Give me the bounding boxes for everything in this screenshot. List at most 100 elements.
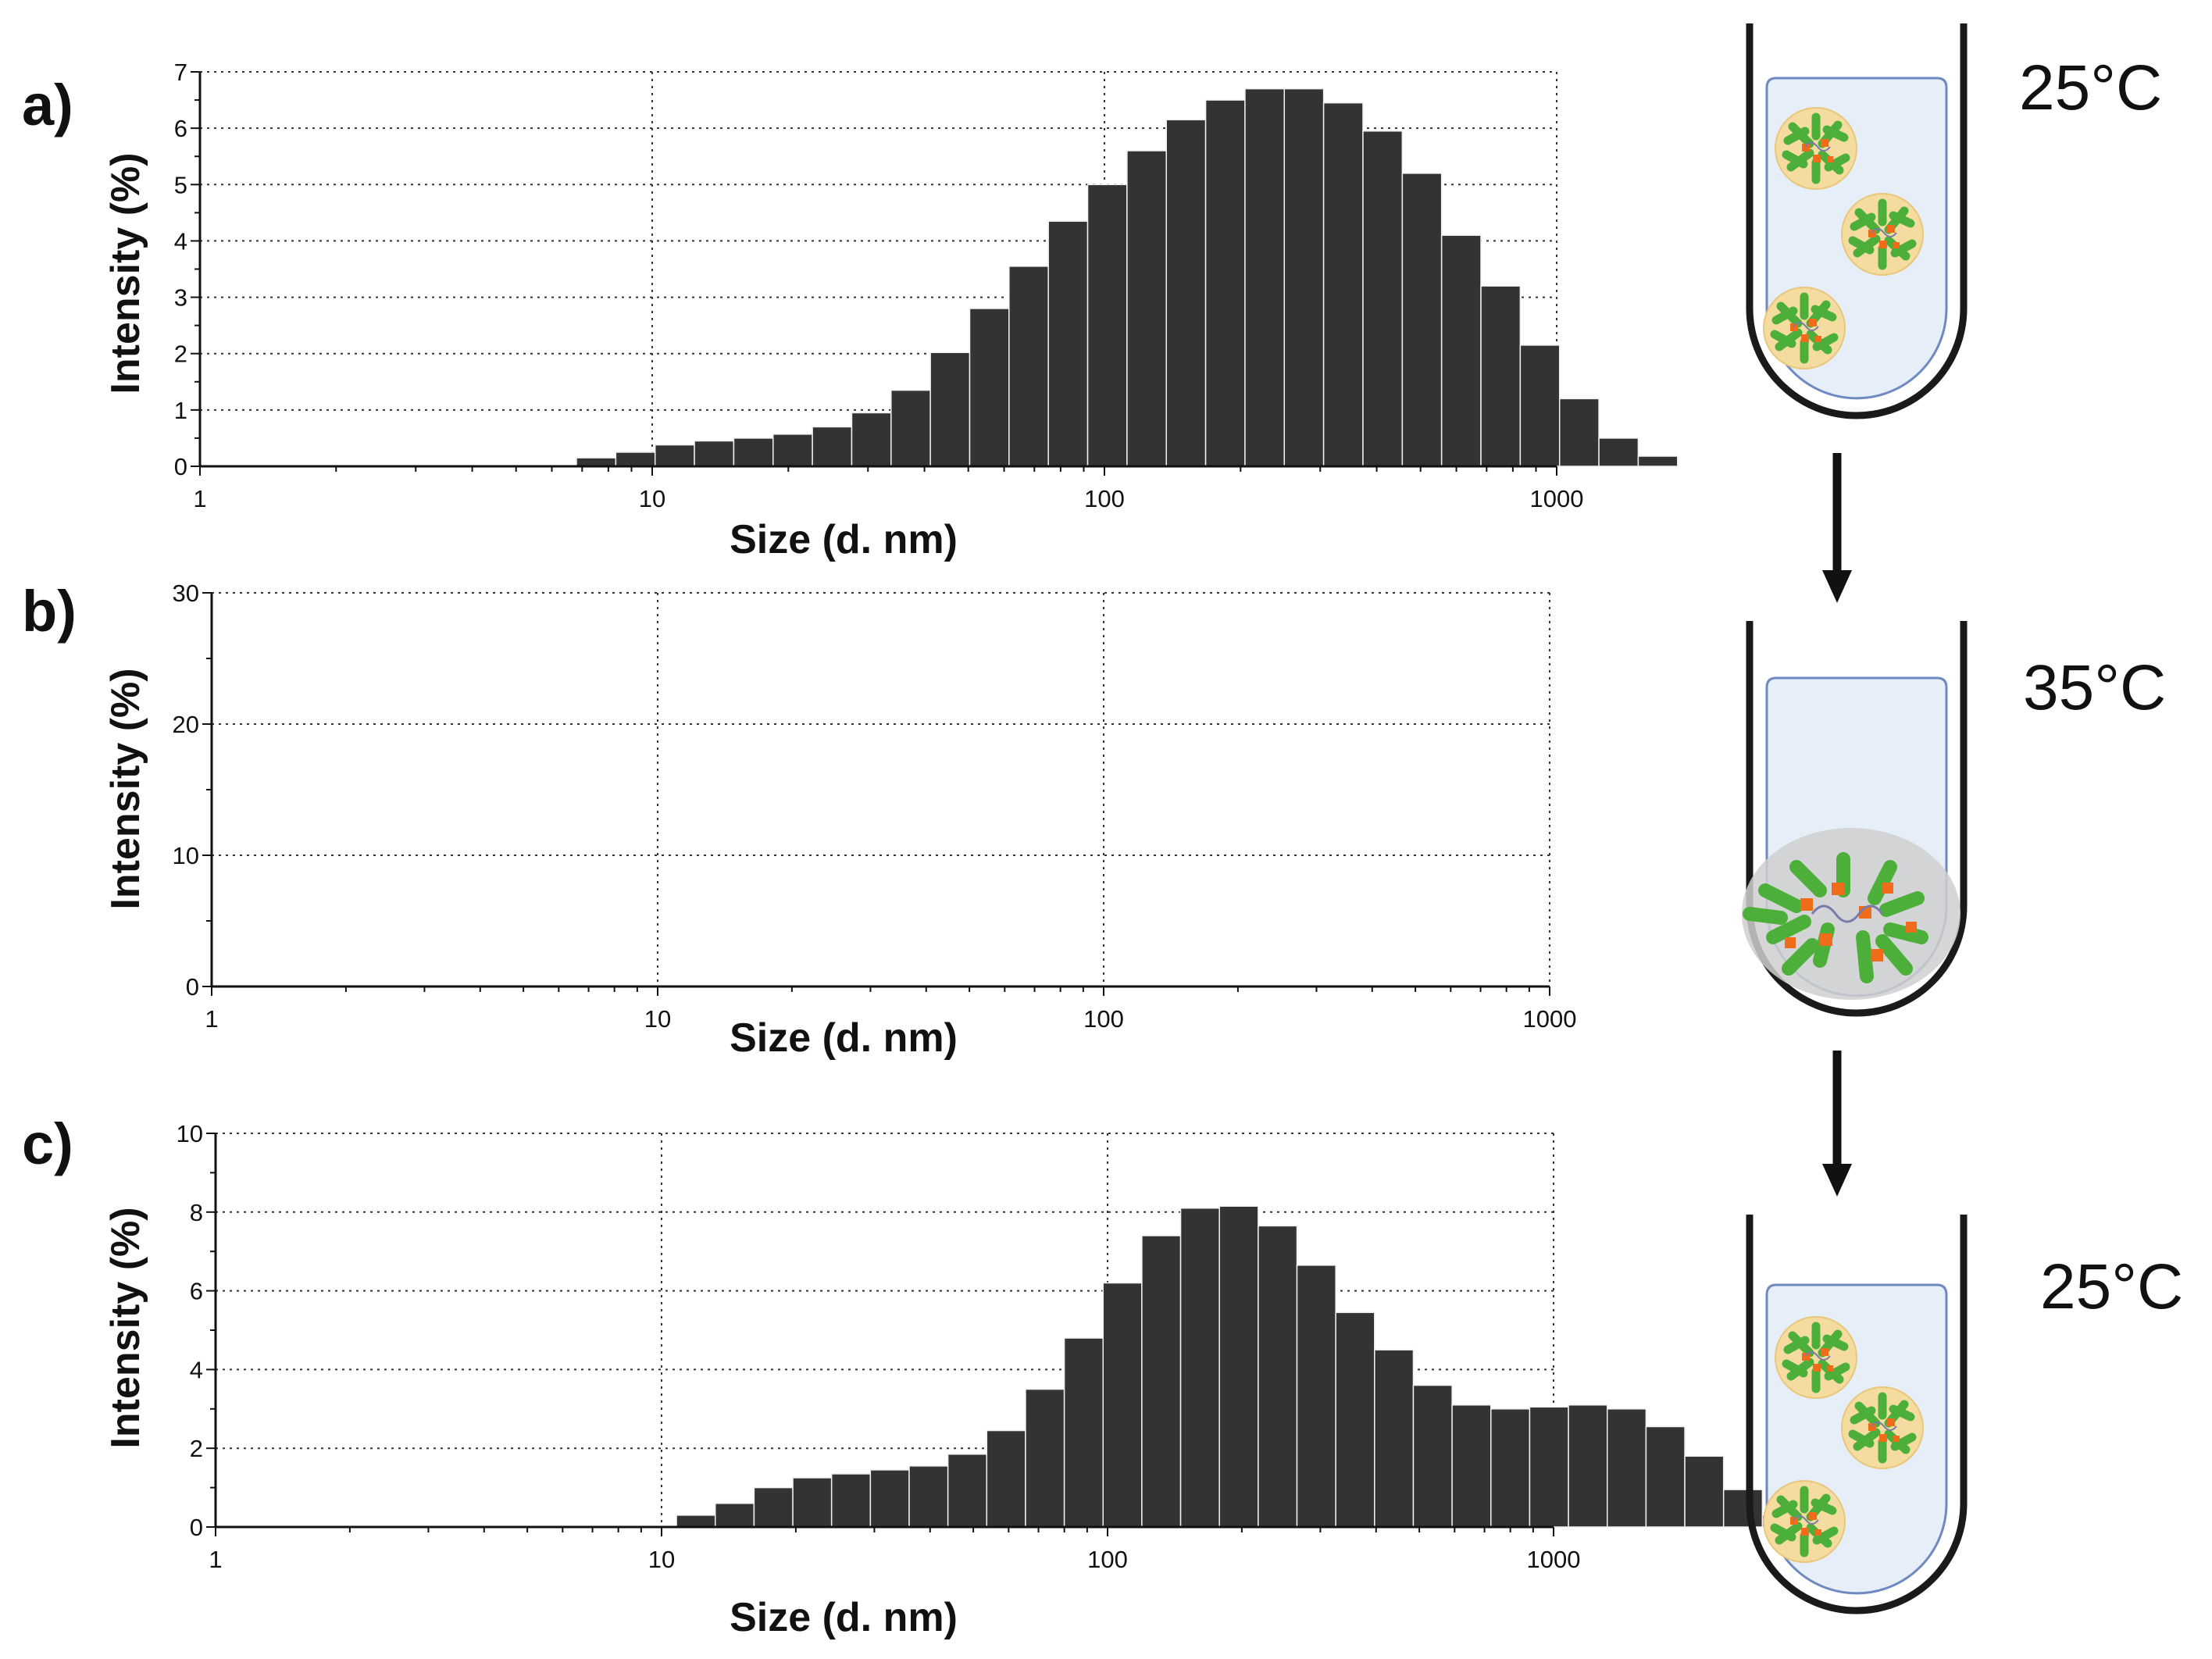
y-axis-title-a: Intensity (%): [103, 152, 148, 394]
y-tick-label: 0: [190, 1514, 203, 1541]
histogram-bar: [753, 1486, 794, 1528]
histogram-bar: [1412, 1384, 1453, 1528]
y-tick-label: 20: [173, 711, 199, 738]
y-tick-label: 4: [174, 227, 187, 255]
x-tick-label: 100: [1084, 485, 1125, 512]
y-tick-label: 2: [174, 341, 187, 368]
histogram-bar: [890, 389, 931, 467]
y-tick-label: 6: [190, 1278, 203, 1305]
histogram-bar: [1204, 99, 1246, 467]
histogram-bar: [929, 351, 971, 467]
x-axis-title-b: Size (d. nm): [730, 1015, 958, 1061]
histogram-bar: [1637, 455, 1679, 467]
panel-label-c: c): [22, 1111, 73, 1176]
x-tick-label: 10: [639, 485, 665, 512]
histogram-bar: [1141, 1235, 1182, 1528]
histogram-bar: [733, 437, 774, 467]
histogram-bar: [1490, 1408, 1531, 1528]
histogram-bar: [1451, 1404, 1492, 1528]
x-tick-label: 100: [1083, 1005, 1124, 1033]
histogram-bar: [1165, 119, 1207, 467]
vial-35c-middle: 35°C: [1742, 621, 2166, 1017]
histogram-bar: [1598, 437, 1639, 467]
x-tick-label: 10: [644, 1005, 671, 1033]
histogram-bar: [1102, 1282, 1143, 1528]
y-tick-label: 30: [173, 580, 199, 607]
y-tick-label: 1: [174, 397, 187, 424]
histogram-bar: [1296, 1265, 1336, 1528]
histogram-bar: [1008, 266, 1049, 467]
histogram-bar: [986, 1429, 1026, 1528]
x-tick-label: 10: [648, 1546, 675, 1573]
x-tick-label: 1: [205, 1005, 218, 1033]
down-arrow-icon: [1822, 453, 1852, 603]
histogram-bar: [1126, 150, 1167, 467]
y-tick-label: 4: [190, 1356, 203, 1383]
y-axis-title-c: Intensity (%): [103, 1207, 148, 1448]
histogram-bar: [654, 444, 695, 467]
x-tick-label: 100: [1087, 1546, 1128, 1573]
histogram-bar: [792, 1477, 833, 1528]
y-tick-label: 5: [174, 171, 187, 198]
nanoparticle-icon: [1842, 1387, 1923, 1468]
histogram-bar: [1047, 220, 1089, 467]
temperature-label-3: 25°C: [2040, 1251, 2183, 1322]
y-tick-label: 6: [174, 115, 187, 142]
x-tick-label: 1000: [1523, 1005, 1577, 1033]
histogram-bar: [576, 457, 617, 467]
histogram-bar: [1362, 130, 1404, 467]
chart-panel-c: c) Intensity (%) Size (d. nm) 0 2 4 6 8 10 1 1…: [22, 1111, 1802, 1640]
x-tick-label: 1000: [1530, 485, 1584, 512]
y-tick-label: 3: [174, 284, 187, 312]
histogram-bar: [694, 440, 735, 467]
histogram-bar: [1529, 1406, 1569, 1528]
temperature-schematic: 25°C: [1742, 23, 2183, 1614]
histogram-bar: [1179, 1208, 1220, 1528]
x-axis-title-c: Size (d. nm): [730, 1595, 958, 1640]
histogram-bar: [1645, 1425, 1686, 1528]
nanoparticle-icon: [1764, 287, 1845, 369]
panel-label-b: b): [22, 579, 77, 644]
histogram-bar: [615, 451, 656, 467]
chart-panel-b: b) Intensity (%) Size (d. nm) 0 10 20 30 1 1…: [22, 579, 1576, 1061]
histogram-bar: [714, 1503, 755, 1528]
x-tick-label: 1: [193, 485, 206, 512]
y-tick-label: 7: [174, 59, 187, 86]
nanoparticle-icon: [1775, 1317, 1857, 1398]
histogram-bar: [947, 1454, 988, 1528]
y-tick-label: 2: [190, 1435, 203, 1462]
histogram-bar: [1374, 1349, 1415, 1528]
histogram-bar: [1722, 1489, 1764, 1528]
histogram-bar: [969, 308, 1010, 467]
x-axis-title-a: Size (d. nm): [730, 517, 958, 562]
vial-25c-top: 25°C: [1746, 23, 2162, 419]
histogram-bar: [1258, 1225, 1298, 1528]
histogram-bar: [1218, 1205, 1259, 1528]
y-tick-label: 0: [174, 453, 187, 480]
down-arrow-icon: [1822, 1051, 1852, 1197]
histogram-bar: [1606, 1408, 1647, 1528]
histogram-bar: [830, 1473, 872, 1528]
y-tick-label: 8: [190, 1199, 203, 1226]
temperature-label-2: 35°C: [2023, 652, 2166, 723]
histogram-bar: [1283, 87, 1325, 467]
histogram-bar: [676, 1515, 716, 1528]
histogram-bar: [869, 1469, 910, 1528]
histogram-bar: [812, 426, 853, 467]
histogram-bar: [1568, 1404, 1608, 1528]
panel-label-a: a): [22, 73, 73, 137]
histogram-bar: [1480, 285, 1522, 467]
histogram-bar: [1558, 398, 1600, 467]
temperature-label-1: 25°C: [2019, 52, 2162, 123]
histogram-bar: [1063, 1337, 1104, 1528]
aggregate-particle-icon: [1742, 828, 1960, 1000]
histogram-bar: [908, 1465, 949, 1528]
histogram-bar: [851, 412, 892, 467]
histogram-bar: [1025, 1388, 1065, 1528]
histogram-bar: [1335, 1311, 1375, 1528]
y-tick-label: 10: [173, 842, 199, 869]
x-tick-label: 1: [209, 1546, 222, 1573]
histogram-bar: [1519, 344, 1561, 467]
